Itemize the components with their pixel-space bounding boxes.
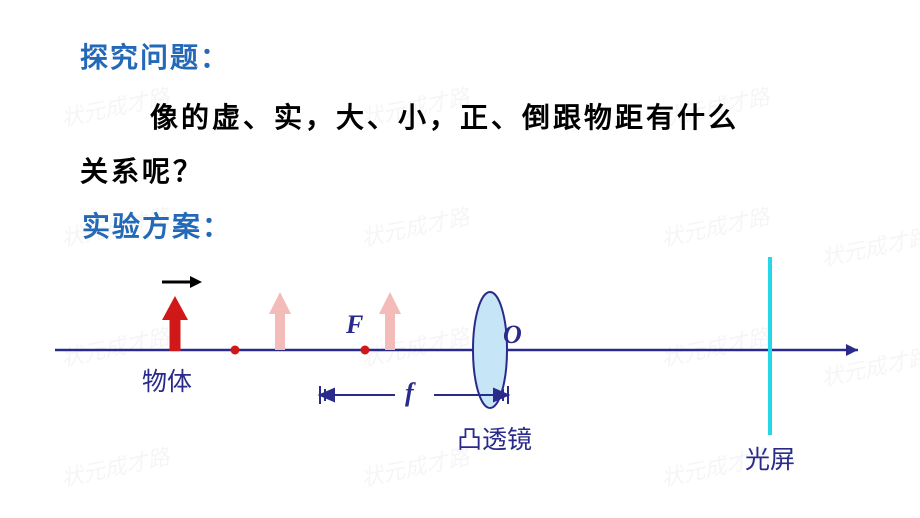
dot-2f [231, 346, 240, 355]
screen-label: 光屏 [745, 440, 795, 476]
axis-arrowhead [846, 344, 858, 356]
object-arrow [162, 296, 188, 351]
convex-lens [473, 292, 507, 408]
motion-arrow [162, 276, 202, 288]
dot-f [361, 346, 370, 355]
focal-length-label: f [405, 378, 414, 408]
object-label: 物体 [142, 362, 192, 398]
ghost-arrow-1 [269, 292, 291, 350]
lens-label: 凸透镜 [457, 420, 532, 456]
center-label: O [503, 320, 522, 350]
focal-point-label: F [346, 310, 363, 340]
ghost-arrow-2 [379, 292, 401, 350]
